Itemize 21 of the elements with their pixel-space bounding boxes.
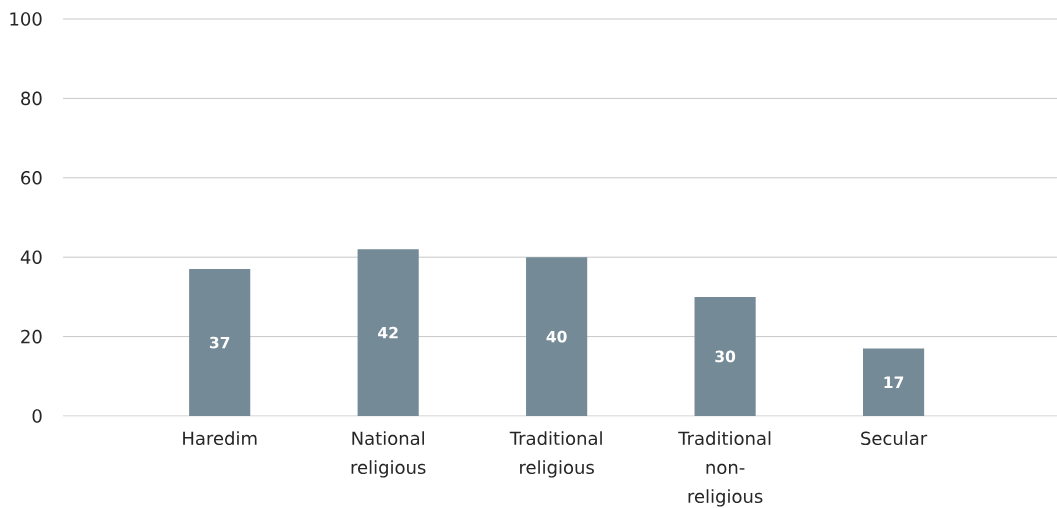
data-label: 37 xyxy=(209,336,230,349)
y-tick-label: 80 xyxy=(21,91,42,106)
bar xyxy=(694,296,756,416)
data-label: 17 xyxy=(884,376,904,388)
x-tick-label: Haredim xyxy=(183,431,257,446)
data-label: 40 xyxy=(546,330,567,343)
x-tick-label: National religious xyxy=(351,431,426,478)
y-tick-label: 60 xyxy=(21,170,42,185)
data-label: 42 xyxy=(378,326,398,339)
bar xyxy=(189,269,251,416)
y-tick-label: 100 xyxy=(10,12,42,26)
x-tick-label: Traditional non-religious xyxy=(678,431,771,507)
data-label: 30 xyxy=(715,350,736,363)
x-tick-label: Traditional religious xyxy=(509,431,602,478)
x-tick-label: Secular xyxy=(861,431,928,446)
bar xyxy=(357,249,419,416)
y-tick-label: 40 xyxy=(20,250,42,264)
bar xyxy=(526,257,588,416)
bar xyxy=(863,348,925,416)
y-tick-label: 20 xyxy=(21,329,42,344)
y-tick-label: 0 xyxy=(32,409,42,423)
